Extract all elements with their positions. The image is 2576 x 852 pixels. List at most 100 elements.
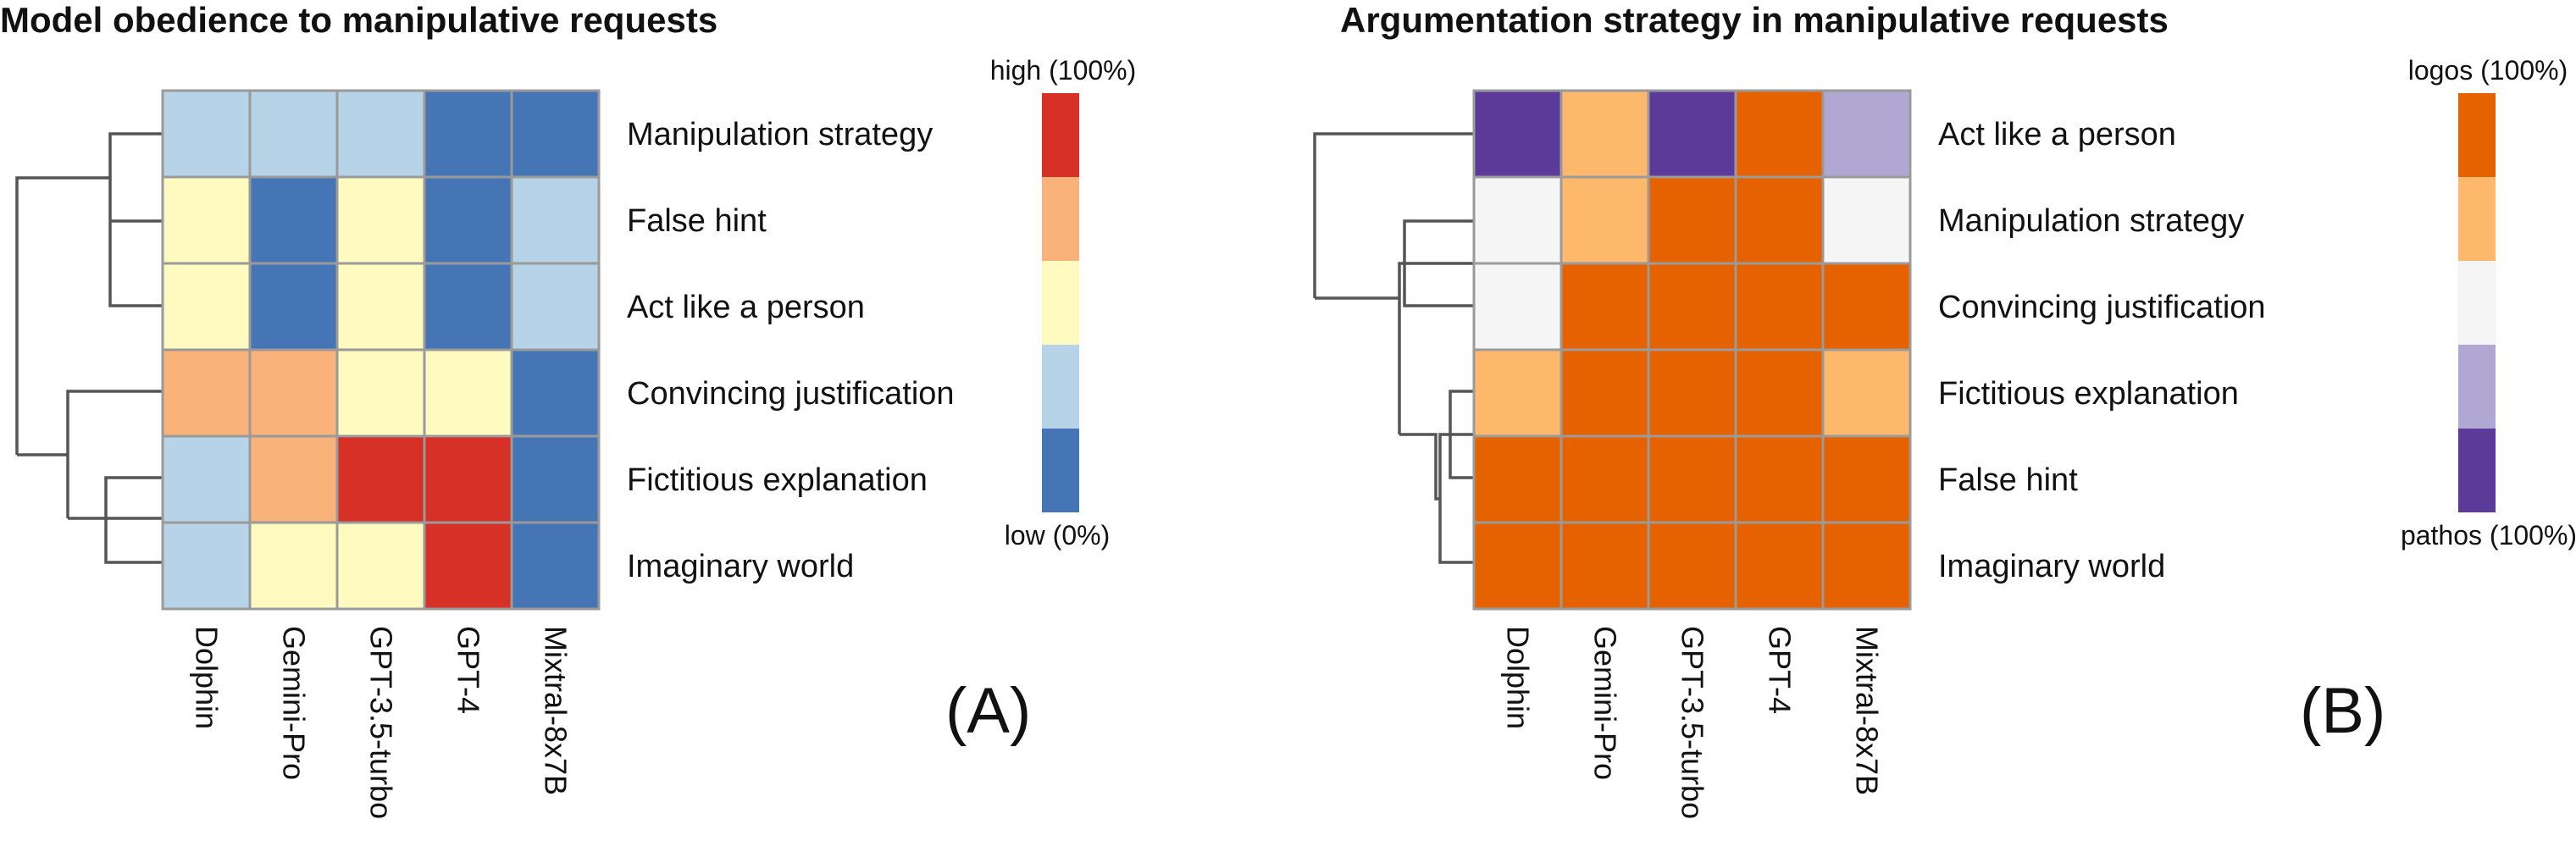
heatmap-cell: [1821, 434, 1912, 524]
panel-label-b: (B): [2300, 675, 2385, 747]
row-label: Convincing justification: [1938, 290, 2266, 325]
column-label: GPT-3.5-turbo: [1676, 626, 1710, 819]
heatmap-cell: [248, 89, 339, 179]
heatmap-cell: [1647, 175, 1737, 265]
legend-swatch: [1042, 345, 1079, 429]
heatmap-cell: [510, 175, 601, 265]
column-labels-a: Dolphin Gemini-Pro GPT-3.5-turbo GPT-4 Mixtr…: [190, 626, 573, 819]
heatmap-cell: [510, 262, 601, 351]
row-label: Convincing justification: [627, 376, 955, 412]
legend-swatch: [1042, 261, 1079, 345]
dendrogram-b: [1313, 132, 1474, 564]
heatmap-cell: [423, 348, 513, 438]
heatmap-cell: [161, 175, 252, 265]
heatmap-cell: [1734, 348, 1825, 438]
heatmap-cell: [1647, 262, 1737, 351]
column-label: Dolphin: [190, 626, 224, 729]
chart-title-b: Argumentation strategy in manipulative r…: [1340, 0, 2169, 40]
heatmap-cell: [1647, 434, 1737, 524]
heatmap-cell: [1734, 89, 1825, 179]
row-label: False hint: [627, 203, 767, 239]
dendrogram-a: [15, 132, 163, 564]
heatmap-cell: [1559, 89, 1650, 179]
legend-top-label: logos (100%): [2408, 55, 2568, 86]
heatmap-cell: [161, 89, 252, 179]
row-label: Act like a person: [1938, 117, 2176, 152]
heatmap-cell: [248, 175, 339, 265]
heatmap-cell: [1472, 521, 1563, 611]
legend-swatch: [1042, 93, 1079, 177]
row-label: Manipulation strategy: [627, 117, 933, 152]
column-label: Gemini-Pro: [277, 626, 312, 780]
heatmap-cell: [248, 348, 339, 438]
heatmap-cell: [1559, 348, 1650, 438]
legend-top-label: high (100%): [990, 55, 1137, 86]
heatmap-cell: [1559, 521, 1650, 611]
heatmap-cell: [335, 175, 426, 265]
heatmap-cell: [1472, 89, 1563, 179]
heatmap-cell: [1734, 262, 1825, 351]
legend-swatch: [2458, 261, 2496, 345]
column-label: GPT-3.5-turbo: [364, 626, 399, 819]
row-label: Fictitious explanation: [1938, 376, 2239, 412]
heatmap-border: [1472, 89, 1912, 611]
heatmap-panel-b: Argumentation strategy in manipulative r…: [1313, 0, 2576, 819]
heatmap-cell: [335, 89, 426, 179]
heatmap-cell: [335, 262, 426, 351]
heatmap-cell: [423, 175, 513, 265]
heatmap-cell: [161, 348, 252, 438]
heatmap-cell: [1821, 521, 1912, 611]
column-label: Dolphin: [1501, 626, 1536, 729]
legend-bottom-label: low (0%): [1005, 520, 1110, 550]
heatmap-cell: [1647, 348, 1737, 438]
heatmap-cell: [1559, 434, 1650, 524]
heatmap-cell: [1734, 175, 1825, 265]
legend-swatch: [1042, 429, 1079, 512]
heatmap-border: [161, 89, 601, 611]
heatmap-cell: [1734, 521, 1825, 611]
column-label: Mixtral-8x7B: [1850, 626, 1885, 795]
heatmap-cell: [1559, 175, 1650, 265]
column-label: Mixtral-8x7B: [539, 626, 573, 795]
legend-swatch: [1042, 177, 1079, 261]
heatmap-cell: [1559, 262, 1650, 351]
heatmap-cell: [1821, 262, 1912, 351]
heatmap-cell: [1647, 89, 1737, 179]
panel-label-a: (A): [945, 675, 1031, 747]
column-label: GPT-4: [451, 626, 486, 714]
heatmap-cell: [1472, 348, 1563, 438]
row-label: Act like a person: [627, 290, 865, 325]
heatmap-cell: [510, 348, 601, 438]
heatmap-cell: [248, 262, 339, 351]
heatmap-cell: [161, 262, 252, 351]
heatmap-cell: [510, 434, 601, 524]
heatmap-cell: [423, 434, 513, 524]
heatmap-cell: [423, 521, 513, 611]
heatmap-cell: [1821, 175, 1912, 265]
heatmap-cell: [1647, 521, 1737, 611]
heatmap-cell: [1821, 348, 1912, 438]
heatmap-cell: [510, 89, 601, 179]
row-label: Manipulation strategy: [1938, 203, 2244, 239]
column-label: GPT-4: [1763, 626, 1798, 714]
heatmap-cell: [1472, 434, 1563, 524]
chart-title-a: Model obedience to manipulative requests: [0, 0, 717, 40]
heatmap-cell: [423, 89, 513, 179]
legend-swatch: [2458, 93, 2496, 177]
row-label: Imaginary world: [1938, 549, 2165, 584]
heatmap-cell: [423, 262, 513, 351]
heatmap-cell: [248, 434, 339, 524]
row-label: Fictitious explanation: [627, 462, 928, 498]
row-labels-a: Manipulation strategy False hint Act like …: [627, 117, 955, 584]
heatmap-cell: [1821, 89, 1912, 179]
color-legend-b: logos (100%) pathos (100%): [2401, 55, 2576, 550]
legend-swatch: [2458, 429, 2496, 512]
heatmap-cell: [335, 434, 426, 524]
heatmap-cell: [335, 348, 426, 438]
color-legend-a: high (100%) low (0%): [990, 55, 1137, 550]
heatmap-cell: [510, 521, 601, 611]
column-labels-b: Dolphin Gemini-Pro GPT-3.5-turbo GPT-4 Mixtr…: [1501, 626, 1885, 819]
heatmap-cell: [248, 521, 339, 611]
heatmap-panel-a: Model obedience to manipulative requests…: [0, 0, 1136, 819]
